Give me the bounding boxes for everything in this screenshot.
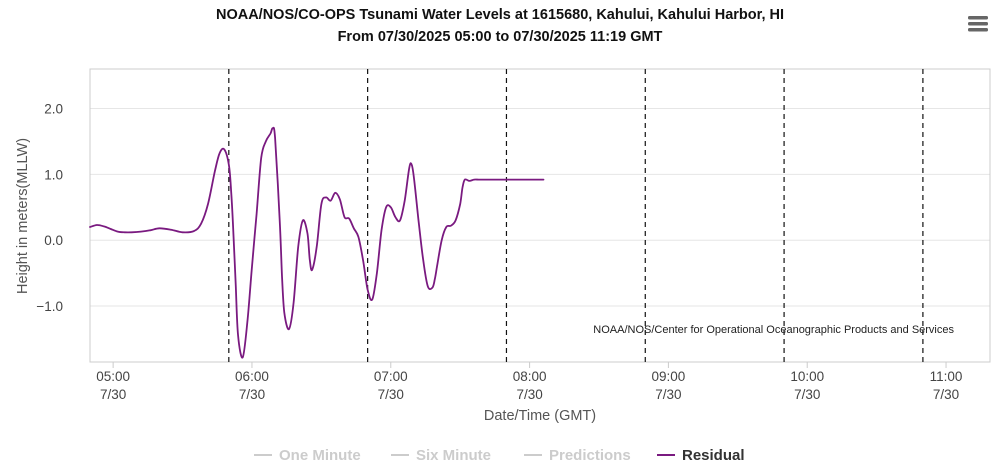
y-axis-ticks: 2.0 1.0 0.0 −1.0 bbox=[36, 102, 63, 315]
legend: One Minute Six Minute Predictions Residual bbox=[254, 447, 745, 464]
x-tick-date-label: 7/30 bbox=[933, 387, 959, 402]
x-tick-time-label: 10:00 bbox=[790, 369, 824, 384]
y-axis-title: Height in meters(MLLW) bbox=[15, 138, 31, 294]
y-tick-label: 2.0 bbox=[44, 102, 63, 117]
y-tick-label: 1.0 bbox=[44, 167, 63, 182]
y-tick-label: −1.0 bbox=[36, 299, 63, 314]
legend-item-six-minute[interactable]: Six Minute bbox=[391, 447, 491, 464]
x-tick-time-label: 06:00 bbox=[235, 369, 269, 384]
x-tick-date-label: 7/30 bbox=[378, 387, 404, 402]
legend-label: Predictions bbox=[549, 447, 631, 464]
chart-menu-icon[interactable] bbox=[966, 14, 990, 38]
legend-item-residual[interactable]: Residual bbox=[657, 447, 745, 464]
chart-title: NOAA/NOS/CO-OPS Tsunami Water Levels at … bbox=[216, 7, 784, 23]
x-tick-time-label: 11:00 bbox=[930, 369, 963, 384]
vertical-markers bbox=[228, 69, 924, 362]
x-tick-time-label: 09:00 bbox=[652, 369, 686, 384]
x-tick-time-label: 07:00 bbox=[374, 369, 408, 384]
legend-label: One Minute bbox=[279, 447, 361, 464]
x-tick-date-label: 7/30 bbox=[239, 387, 265, 402]
x-tick-date-label: 7/30 bbox=[100, 387, 126, 402]
series-group bbox=[89, 126, 545, 359]
x-tick-date-label: 7/30 bbox=[655, 387, 681, 402]
x-tick-time-label: 05:00 bbox=[96, 369, 130, 384]
x-tick-date-label: 7/30 bbox=[516, 387, 542, 402]
plot-area-border bbox=[89, 68, 991, 363]
legend-item-predictions[interactable]: Predictions bbox=[524, 447, 631, 464]
legend-item-one-minute[interactable]: One Minute bbox=[254, 447, 361, 464]
grid bbox=[90, 108, 990, 307]
series-line-residual bbox=[89, 126, 545, 359]
x-axis-title: Date/Time (GMT) bbox=[484, 408, 596, 424]
x-tick-time-label: 08:00 bbox=[513, 369, 547, 384]
x-tick-date-label: 7/30 bbox=[794, 387, 820, 402]
x-axis-ticks: 05:00 7/30 06:00 7/30 07:00 7/30 08:00 7/30 09:0… bbox=[96, 362, 962, 402]
y-tick-label: 0.0 bbox=[44, 233, 63, 248]
legend-label: Six Minute bbox=[416, 447, 491, 464]
chart-subtitle: From 07/30/2025 05:00 to 07/30/2025 11:1… bbox=[338, 29, 663, 45]
chart-credit: NOAA/NOS/Center for Operational Oceanogr… bbox=[593, 324, 954, 336]
legend-label: Residual bbox=[682, 447, 745, 464]
